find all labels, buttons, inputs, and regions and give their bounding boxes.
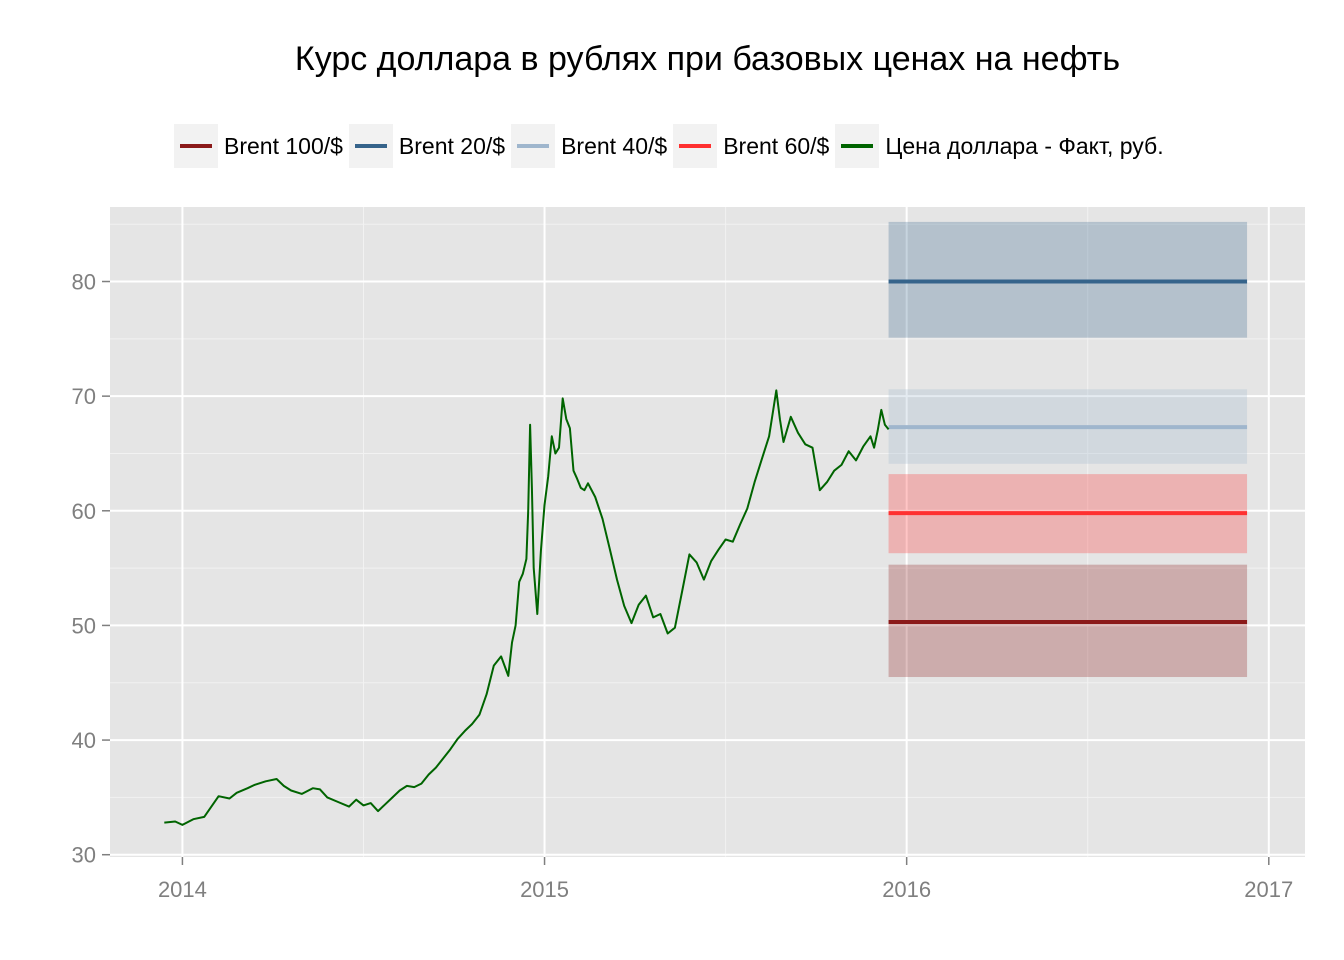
- y-tick-label: 60: [72, 499, 96, 524]
- legend-item: Brent 20/$: [348, 124, 506, 168]
- y-tick-label: 30: [72, 843, 96, 868]
- chart-title: Курс доллара в рублях при базовых ценах …: [294, 40, 1121, 78]
- legend-swatch: [517, 144, 550, 148]
- y-tick-label: 50: [72, 613, 96, 638]
- legend-item: Цена доллара - Факт, руб.: [835, 124, 1164, 168]
- legend-key: [673, 124, 718, 168]
- legend-swatch: [679, 144, 712, 148]
- legend-key: [348, 124, 393, 168]
- legend-key: [174, 124, 218, 168]
- legend: Brent 100/$ Brent 20/$ Brent 40/$ Brent 60/…: [174, 124, 1170, 168]
- y-tick-label: 70: [72, 384, 96, 409]
- legend-item: Brent 60/$: [673, 124, 829, 168]
- legend-label: Brent 40/$: [561, 132, 668, 159]
- legend-label: Brent 20/$: [398, 132, 506, 159]
- legend-key: [511, 124, 556, 168]
- legend-swatch: [841, 144, 874, 148]
- legend-label: Цена доллара - Факт, руб.: [885, 132, 1164, 159]
- y-tick-label: 40: [72, 728, 96, 753]
- x-tick-label: 2016: [882, 877, 931, 902]
- legend-label: Brent 100/$: [224, 132, 343, 159]
- x-tick-label: 2015: [520, 877, 569, 902]
- legend-swatch: [354, 144, 387, 148]
- panel-background: [110, 207, 1305, 857]
- legend-label: Brent 60/$: [723, 132, 830, 159]
- actual-price-line: [164, 389, 890, 826]
- legend-item: Brent 100/$: [174, 124, 343, 168]
- legend-swatch: [180, 144, 212, 148]
- legend-item: Brent 40/$: [511, 124, 667, 168]
- x-tick-label: 2017: [1244, 877, 1293, 902]
- x-tick-label: 2014: [158, 877, 207, 902]
- legend-key: [835, 124, 880, 168]
- y-tick-label: 80: [72, 270, 96, 295]
